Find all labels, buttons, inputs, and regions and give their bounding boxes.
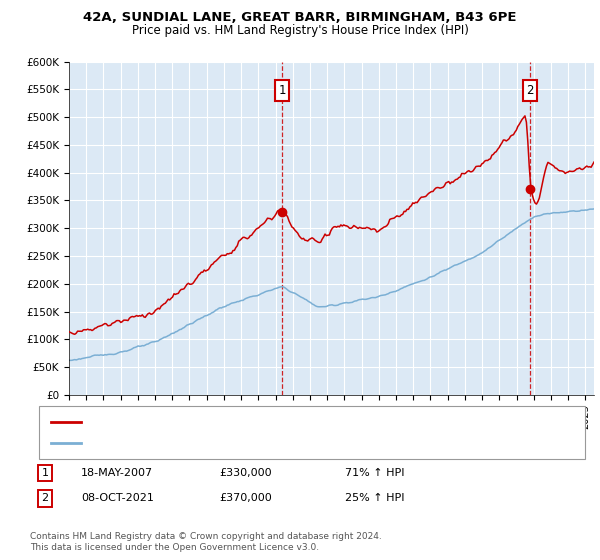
Text: 42A, SUNDIAL LANE, GREAT BARR, BIRMINGHAM, B43 6PE: 42A, SUNDIAL LANE, GREAT BARR, BIRMINGHA… [83, 11, 517, 24]
Text: 2: 2 [526, 84, 533, 97]
Text: Contains HM Land Registry data © Crown copyright and database right 2024.: Contains HM Land Registry data © Crown c… [30, 532, 382, 541]
Text: £370,000: £370,000 [219, 493, 272, 503]
Text: £330,000: £330,000 [219, 468, 272, 478]
Text: 2: 2 [41, 493, 49, 503]
Text: HPI: Average price, detached house, Sandwell: HPI: Average price, detached house, Sand… [90, 438, 330, 448]
Text: 18-MAY-2007: 18-MAY-2007 [81, 468, 153, 478]
Text: 42A, SUNDIAL LANE, GREAT BARR, BIRMINGHAM, B43 6PE (detached house): 42A, SUNDIAL LANE, GREAT BARR, BIRMINGHA… [90, 417, 486, 427]
Text: 1: 1 [278, 84, 286, 97]
Text: This data is licensed under the Open Government Licence v3.0.: This data is licensed under the Open Gov… [30, 543, 319, 552]
Text: 25% ↑ HPI: 25% ↑ HPI [345, 493, 404, 503]
Text: 08-OCT-2021: 08-OCT-2021 [81, 493, 154, 503]
Text: 71% ↑ HPI: 71% ↑ HPI [345, 468, 404, 478]
Text: Price paid vs. HM Land Registry's House Price Index (HPI): Price paid vs. HM Land Registry's House … [131, 24, 469, 36]
Text: 1: 1 [41, 468, 49, 478]
